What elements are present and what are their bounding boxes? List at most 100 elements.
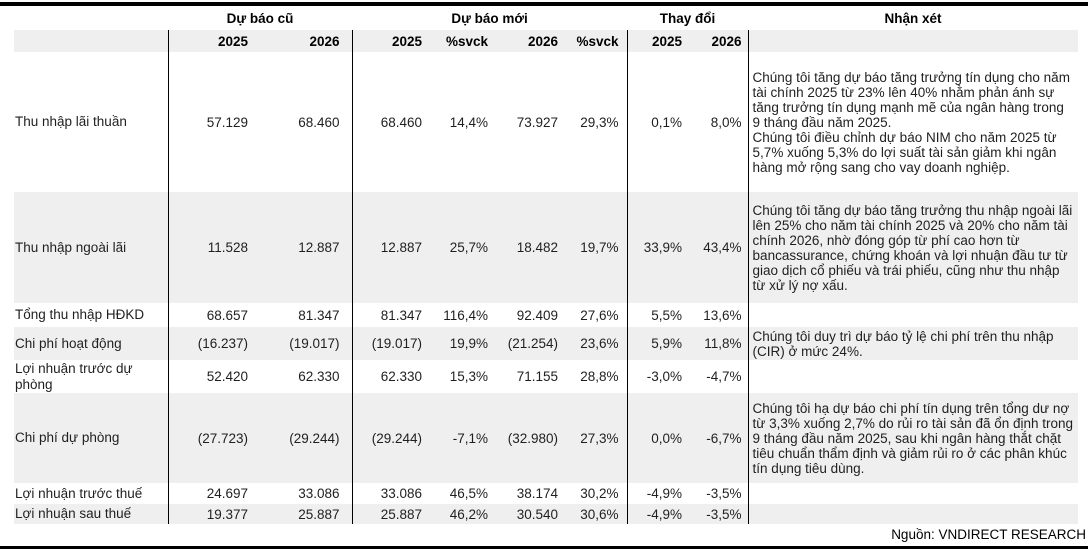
new-svck-2025-cell: 116,4% — [443, 307, 489, 323]
old-2025-cell: (27.723) — [167, 393, 260, 483]
old-2026-cell: 12.887 — [260, 192, 353, 303]
new-svck-2026-cell: 27,3% — [570, 393, 628, 483]
chg-2025-cell: -3,0% — [626, 360, 695, 393]
bottom-rule — [0, 546, 1088, 549]
chg-2026-cell: -3,5% — [694, 504, 749, 524]
old-2025-cell: 19.377 — [167, 504, 260, 524]
old-2026-cell: 68.460 — [298, 114, 340, 130]
new-svck-2026-cell: 19,7% — [570, 192, 628, 303]
old-2025-cell: 52.420 — [167, 360, 260, 393]
old-2025-cell: 24.697 — [167, 483, 260, 504]
chg-2025-cell: 0,0% — [626, 393, 695, 483]
comment-cell — [747, 360, 1079, 393]
chg-2025-cell: 33,9% — [626, 192, 695, 303]
forecast-table: Dự báo cũ Dự báo mới Thay đổi Nhận xét 2… — [14, 6, 1079, 524]
top-rule — [0, 2, 1088, 6]
comment-cell — [747, 504, 1079, 524]
table-row-profit-before-tax: Lợi nhuận trước thuế 24.697 33.086 33.08… — [14, 483, 1079, 504]
new-svck-2025-cell: -7,1% — [434, 393, 501, 483]
new-2026-cell: 71.155 — [516, 369, 559, 384]
new-svck-2025-cell: 19,9% — [434, 327, 501, 360]
new-2025-cell: 12.887 — [351, 192, 435, 303]
chg-2026-cell: -3,5% — [706, 486, 742, 501]
col-header-new-svck-2026: %svck — [570, 30, 628, 52]
table-row-operating-expenses: Chi phí hoạt động (16.237) (19.017) (19.… — [14, 327, 1079, 360]
table-row-profit-after-tax: Lợi nhuận sau thuế 19.377 25.887 25.887 … — [14, 504, 1079, 524]
new-2026-cell: 18.482 — [500, 192, 571, 303]
old-2026-cell: 62.330 — [298, 369, 340, 384]
new-2025-cell: 81.347 — [351, 303, 435, 327]
comment-cell: Chúng tôi duy trì dự báo tỷ lệ chi phí t… — [747, 327, 1079, 360]
row-label: Lợi nhuận sau thuế — [14, 504, 168, 524]
chg-2026-cell: -6,7% — [694, 393, 749, 483]
new-2025-cell: 33.086 — [351, 483, 435, 504]
comment-cell — [747, 483, 1079, 504]
year-header-spacer — [14, 30, 168, 52]
chg-2025-cell: 0,1% — [626, 52, 695, 192]
row-label: Tổng thu nhập HĐKD — [15, 307, 145, 322]
row-label: Lợi nhuận trước dự phòng — [15, 360, 133, 392]
group-header-comment: Nhận xét — [884, 10, 942, 26]
group-header-spacer — [14, 6, 168, 30]
new-2025-cell: 25.887 — [351, 504, 435, 524]
old-2026-cell: 25.887 — [260, 504, 353, 524]
table-row-total-operating-income: Tổng thu nhập HĐKD 68.657 81.347 81.347 … — [14, 303, 1079, 327]
chg-2026-cell: 13,6% — [703, 307, 742, 323]
row-label: Thu nhập lãi thuần — [15, 114, 127, 129]
chg-2025-cell: 5,9% — [626, 327, 695, 360]
new-2026-cell: 92.409 — [516, 307, 559, 323]
row-label: Chi phí hoạt động — [14, 327, 168, 360]
col-header-chg-2026: 2026 — [694, 30, 749, 52]
new-2026-cell: (21.254) — [500, 327, 571, 360]
chg-2026-cell: 43,4% — [694, 192, 749, 303]
old-2025-cell: 68.657 — [167, 303, 260, 327]
old-2026-cell: (19.017) — [260, 327, 353, 360]
col-header-new-2026: 2026 — [500, 30, 571, 52]
group-header-new-forecast: Dự báo mới — [451, 10, 528, 26]
new-svck-2026-cell: 30,2% — [580, 486, 619, 501]
chg-2025-cell: 5,5% — [626, 303, 695, 327]
group-header-change: Thay đổi — [659, 10, 716, 26]
col-header-chg-2025: 2025 — [626, 30, 695, 52]
row-label: Chi phí dự phòng — [14, 393, 168, 483]
old-2026-cell: (29.244) — [260, 393, 353, 483]
chg-2025-cell: -4,9% — [626, 504, 695, 524]
old-2026-cell: 81.347 — [298, 307, 340, 323]
new-svck-2026-cell: 27,6% — [580, 307, 619, 323]
new-svck-2025-cell: 25,7% — [434, 192, 501, 303]
year-header-row: 2025 2026 2025 %svck 2026 %svck 2025 202… — [14, 30, 1079, 52]
table-row-pre-provision-profit: Lợi nhuận trước dự phòng 52.420 62.330 6… — [14, 360, 1079, 393]
new-2026-cell: (32.980) — [500, 393, 571, 483]
table-row-non-interest-income: Thu nhập ngoài lãi 11.528 12.887 12.887 … — [14, 192, 1079, 303]
new-svck-2026-cell: 29,3% — [580, 114, 619, 130]
new-svck-2026-cell: 28,8% — [580, 369, 619, 384]
comment-cell: Chúng tôi tăng dự báo tăng trưởng tín dụ… — [747, 52, 1079, 192]
comment-cell: Chúng tôi tăng dự báo tăng trưởng thu nh… — [747, 192, 1079, 303]
old-2025-cell: 57.129 — [167, 52, 260, 192]
chg-2026-cell: -4,7% — [706, 369, 742, 384]
old-2025-cell: (16.237) — [167, 327, 260, 360]
new-svck-2025-cell: 14,4% — [449, 114, 489, 130]
new-2025-cell: (29.244) — [351, 393, 435, 483]
col-header-new-svck-2025: %svck — [434, 30, 501, 52]
new-2026-cell: 73.927 — [516, 114, 559, 130]
new-2025-cell: (19.017) — [351, 327, 435, 360]
old-2026-cell: 33.086 — [298, 486, 340, 501]
comment-cell — [747, 303, 1079, 327]
col-header-comment-spacer — [747, 30, 1079, 52]
group-header-old-forecast: Dự báo cũ — [226, 10, 294, 26]
source-note: Nguồn: VNDIRECT RESEARCH — [891, 527, 1086, 542]
chg-2026-cell: 8,0% — [710, 114, 742, 130]
new-svck-2025-cell: 46,5% — [449, 486, 489, 501]
col-header-old-2025: 2025 — [167, 30, 260, 52]
new-2026-cell: 38.174 — [516, 486, 559, 501]
comment-cell: Chúng tôi hạ dự báo chi phí tín dụng trê… — [747, 393, 1079, 483]
new-svck-2026-cell: 30,6% — [570, 504, 628, 524]
table-row-provision-expenses: Chi phí dự phòng (27.723) (29.244) (29.2… — [14, 393, 1079, 483]
row-label: Thu nhập ngoài lãi — [14, 192, 168, 303]
table-row-net-interest-income: Thu nhập lãi thuần 57.129 68.460 68.460 … — [14, 52, 1079, 192]
new-2026-cell: 30.540 — [500, 504, 571, 524]
col-header-old-2026: 2026 — [260, 30, 353, 52]
chg-2026-cell: 11,8% — [694, 327, 749, 360]
